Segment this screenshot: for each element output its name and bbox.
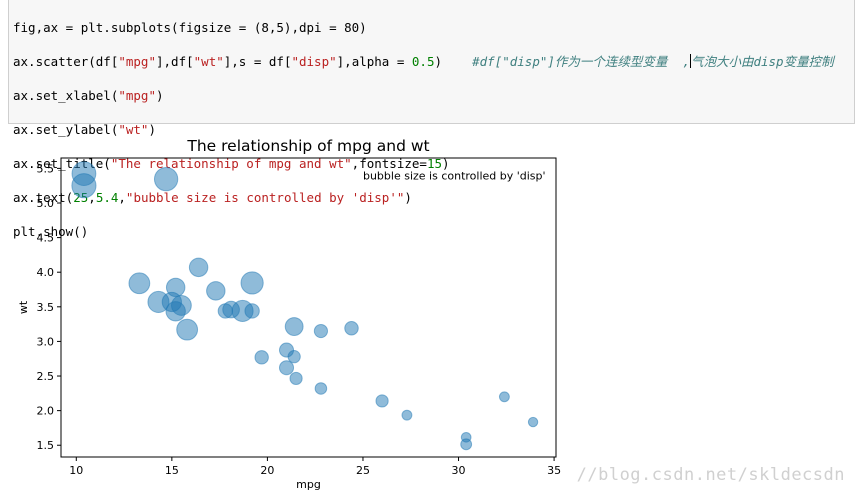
bubble-point [527,416,539,428]
bubble-point [498,391,510,403]
scatter-chart: 10 15 20 25 30 351.52.02.53.03.54.04.55.05.5 … [17,137,561,491]
bubble-point [344,321,359,336]
bubble-point [128,272,151,295]
y-tick-label: 4.0 [37,266,55,279]
x-tick-label: 10 [69,464,83,477]
chart-title: The relationship of mpg and wt [186,137,429,155]
code-line-4: ax.set_ylabel("wt") [13,122,156,137]
y-tick-label: 5.5 [37,162,55,175]
y-tick-label: 2.0 [37,405,55,418]
code-line-2: ax.scatter(df["mpg"],df["wt"],s = df["di… [13,54,834,69]
bubble-point [244,303,260,319]
plot-frame [60,157,557,458]
y-tick-label: 3.0 [37,335,55,348]
y-tick-label: 5.0 [37,197,55,210]
bubble-point [375,394,389,408]
y-tick-label: 2.5 [37,370,55,383]
bubble-point [240,271,264,295]
x-tick-label: 20 [260,464,274,477]
x-tick-label: 25 [356,464,370,477]
y-tick-label: 4.5 [37,232,55,245]
bubble-point [460,438,473,451]
code-cell[interactable]: fig,ax = plt.subplots(figsize = (8,5),dp… [8,0,855,239]
code-line-3: ax.set_xlabel("mpg") [13,88,164,103]
chart-annotation: bubble size is controlled by 'disp' [363,169,546,182]
bubble-point [314,382,328,395]
bubble-point [289,371,303,386]
bubble-point [161,291,182,313]
bubble-point [217,303,234,319]
bubble-point [284,317,304,336]
code-line-7: plt.show() [13,224,89,239]
bubble-point [206,281,226,301]
y-tick-label: 1.5 [37,439,55,452]
x-tick-label: 35 [547,464,561,477]
bubble-point [71,161,97,187]
bubble-point [188,257,209,278]
bubble-point [278,360,295,376]
x-tick-label: 15 [165,464,179,477]
bubble-point [254,350,269,365]
watermark: //blog.csdn.net/skldecsdn [576,465,845,485]
bubble-point [287,350,301,364]
bubble-point [401,409,413,421]
output-area: 10 15 20 25 30 35 1.5 2.0 2.5 3.0 3.5 4.0 4.5 5.0 5.5 … [0,124,855,497]
bubble-point [176,318,199,341]
x-axis-label: mpg [296,478,321,491]
y-axis-label: wt [17,300,30,314]
x-tick-label: 30 [452,464,466,477]
text-cursor [689,54,691,68]
bubble-point [153,166,179,192]
code-line-1: fig,ax = plt.subplots(figsize = (8,5),dp… [13,20,367,35]
y-tick-label: 3.5 [37,301,55,314]
bubble-point [313,323,329,339]
